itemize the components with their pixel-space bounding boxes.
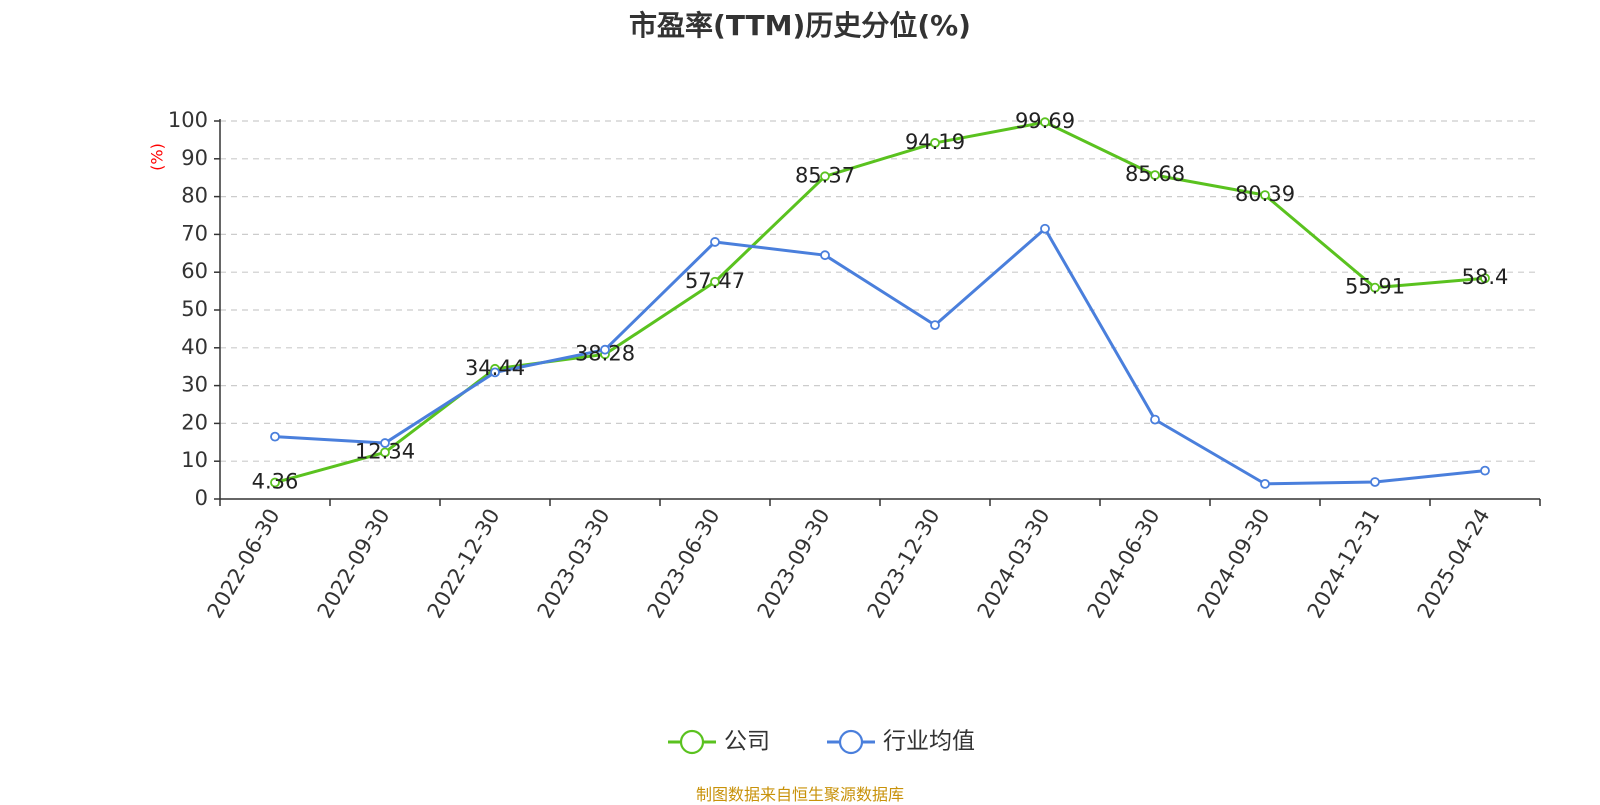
legend-swatch-marker bbox=[679, 729, 705, 755]
data-label: 85.68 bbox=[1125, 162, 1185, 186]
series-layer bbox=[270, 117, 1490, 489]
data-point bbox=[1260, 190, 1270, 201]
data-label: 38.28 bbox=[575, 341, 635, 365]
x-tick-label: 2023-06-30 bbox=[643, 505, 725, 623]
data-label: 58.4 bbox=[1462, 265, 1509, 289]
source-note: 制图数据来自恒生聚源数据库 bbox=[695, 785, 904, 804]
data-point bbox=[820, 250, 830, 261]
series-line-2 bbox=[274, 227, 1486, 486]
data-point bbox=[820, 171, 830, 182]
data-point bbox=[1040, 117, 1050, 128]
x-tick-label: 2023-09-30 bbox=[753, 505, 835, 623]
y-tick-label: 100 bbox=[168, 108, 208, 132]
data-label: 85.37 bbox=[795, 163, 855, 187]
data-label: 4.36 bbox=[252, 470, 299, 494]
data-point bbox=[270, 477, 280, 488]
y-tick-label: 60 bbox=[181, 259, 208, 283]
data-label: 80.39 bbox=[1235, 182, 1295, 206]
data-labels: 4.36 12.34 34.44 38.28 57.47 85.37 94.19 99.69 8… bbox=[252, 109, 1509, 493]
data-point bbox=[1040, 223, 1050, 234]
y-tick-label: 30 bbox=[181, 373, 208, 397]
data-label: 12.34 bbox=[355, 439, 415, 463]
legend[interactable]: 公司 行业均值 bbox=[668, 729, 975, 755]
series-line-1 bbox=[274, 120, 1486, 484]
chart-title: 市盈率(TTM)历史分位(%) bbox=[629, 9, 971, 42]
y-tick-label: 20 bbox=[181, 410, 208, 434]
data-point bbox=[1150, 170, 1160, 181]
y-tick-label: 80 bbox=[181, 184, 208, 208]
legend-item-2[interactable]: 行业均值 bbox=[883, 729, 975, 755]
x-tick-label: 2024-06-30 bbox=[1083, 505, 1165, 623]
data-point bbox=[380, 438, 390, 448]
grid-lines bbox=[220, 120, 1540, 462]
data-point bbox=[930, 138, 940, 148]
y-tick-label: 10 bbox=[181, 448, 208, 472]
data-point bbox=[930, 320, 940, 331]
data-point bbox=[710, 276, 720, 287]
x-tick-label: 2024-09-30 bbox=[1193, 505, 1275, 623]
x-tick-label: 2024-12-31 bbox=[1303, 505, 1385, 623]
data-point bbox=[1480, 273, 1490, 284]
data-label: 55.91 bbox=[1345, 275, 1405, 299]
data-label: 57.47 bbox=[685, 269, 745, 293]
y-tick-label: 90 bbox=[181, 146, 208, 170]
data-point bbox=[1260, 478, 1270, 489]
data-point bbox=[600, 344, 610, 355]
data-label: 34.44 bbox=[465, 356, 525, 380]
x-tick-label: 2024-03-30 bbox=[973, 505, 1055, 623]
legend-item-1[interactable]: 公司 bbox=[724, 729, 770, 755]
y-axis-label: (%) bbox=[148, 143, 167, 171]
data-label: 94.19 bbox=[905, 130, 965, 154]
x-tick-label: 2023-12-30 bbox=[863, 505, 945, 623]
data-point bbox=[1480, 465, 1490, 476]
y-tick-label: 50 bbox=[181, 297, 208, 321]
x-tick-label: 2023-03-30 bbox=[533, 505, 615, 623]
x-tick-label: 2022-09-30 bbox=[313, 505, 395, 623]
data-point bbox=[1150, 414, 1160, 425]
data-label: 99.69 bbox=[1015, 109, 1075, 133]
legend-swatch-marker bbox=[838, 729, 864, 755]
data-point bbox=[1370, 282, 1380, 293]
data-point bbox=[380, 447, 390, 458]
data-point bbox=[270, 431, 280, 442]
y-tick-label: 40 bbox=[181, 335, 208, 359]
data-point bbox=[1370, 477, 1380, 487]
data-point bbox=[490, 367, 500, 378]
y-tick-label: 0 bbox=[195, 486, 208, 510]
data-point bbox=[710, 237, 720, 247]
x-tick-label: 2025-04-24 bbox=[1413, 505, 1495, 623]
y-tick-label: 70 bbox=[181, 221, 208, 245]
x-tick-label: 2022-12-30 bbox=[423, 505, 505, 623]
x-tick-label: 2022-06-30 bbox=[203, 505, 285, 623]
